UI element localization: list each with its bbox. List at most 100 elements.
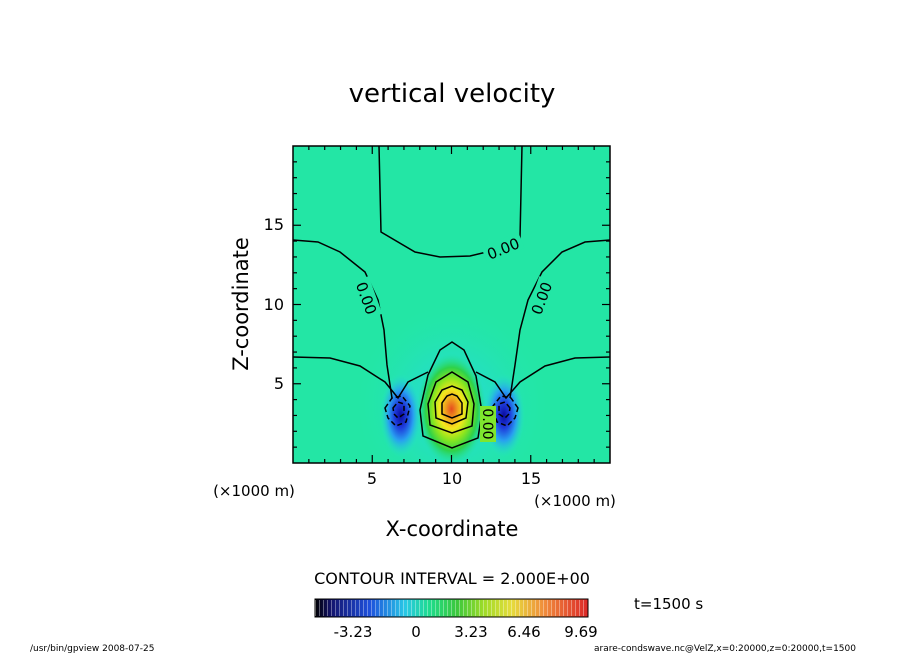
footer-left: /usr/bin/gpview 2008-07-25 (30, 644, 154, 654)
colorbar-tick-label: 9.69 (564, 623, 597, 641)
updraft-contour-4 (441, 393, 463, 419)
updraft-contour-3 (434, 385, 469, 425)
colorbar-stripe (371, 600, 372, 616)
x-tick-label: 5 (367, 469, 377, 488)
colorbar-stripe (383, 600, 384, 616)
colorbar-stripe (431, 600, 432, 616)
colorbar-stripe (359, 600, 360, 616)
colorbar-stripe (567, 600, 568, 616)
colorbar-stripe (483, 600, 484, 616)
colorbar-stripe (451, 600, 452, 616)
colorbar-stripe (563, 600, 564, 616)
zero-contour-lower-right (475, 356, 610, 400)
colorbar-stripe (443, 600, 444, 616)
colorbar-stripe (439, 600, 440, 616)
colorbar-stripe (435, 600, 436, 616)
right-downdraft-contour-2 (498, 401, 511, 419)
colorbar-stripe (531, 600, 532, 616)
colorbar-stripe (491, 600, 492, 616)
colorbar-tick-label: 6.46 (507, 623, 540, 641)
colorbar-stripe (355, 600, 356, 616)
colorbar-stripe (379, 600, 380, 616)
colorbar-stripe (319, 600, 320, 616)
x-tick-label: 15 (521, 469, 541, 488)
y-axis-label: Z-coordinate (229, 237, 253, 371)
colorbar-stripe (347, 600, 348, 616)
colorbar-stripe (327, 600, 328, 616)
colorbar-stripe (403, 600, 404, 616)
colorbar-tick-label: 3.23 (454, 623, 487, 641)
colorbar-stripe (515, 600, 516, 616)
colorbar-stripe (467, 600, 468, 616)
colorbar-stripe (447, 600, 448, 616)
y-tick-label: 10 (264, 295, 284, 314)
colorbar-stripe (519, 600, 520, 616)
colorbar-tick-label: -3.23 (334, 623, 373, 641)
colorbar-stripe (463, 600, 464, 616)
colorbar-stripe (571, 600, 572, 616)
colorbar-stripe (343, 600, 344, 616)
colorbar-stripe (423, 600, 424, 616)
x-axis-label: X-coordinate (386, 517, 519, 541)
colorbar-stripe (583, 600, 584, 616)
colorbar-stripe (487, 600, 488, 616)
colorbar-stripe (427, 600, 428, 616)
colorbar-stripe (375, 600, 376, 616)
colorbar-stripe (479, 600, 480, 616)
colorbar-stripe (387, 600, 388, 616)
colorbar-stripe (543, 600, 544, 616)
colorbar-stripe (551, 600, 552, 616)
colorbar-stripe (351, 600, 352, 616)
y-unit-label: (×1000 m) (213, 482, 295, 500)
colorbar-stripe (323, 600, 324, 616)
colorbar-stripe (527, 600, 528, 616)
colorbar-stripe (471, 600, 472, 616)
colorbar-stripe (499, 600, 500, 616)
colorbar-stripe (399, 600, 400, 616)
y-tick-label: 15 (264, 215, 284, 234)
colorbar-stripe (475, 600, 476, 616)
colorbar-stripe (395, 600, 396, 616)
colorbar-stripe (459, 600, 460, 616)
colorbar-stripe (535, 600, 536, 616)
colorbar-stripe (455, 600, 456, 616)
colorbar-stripe (579, 600, 580, 616)
y-tick-label: 5 (274, 374, 284, 393)
zero-contour-lower-left (293, 356, 429, 400)
contour-label: 0.00 (479, 408, 495, 439)
colorbar-stripe (315, 600, 316, 616)
colorbar (314, 598, 589, 618)
colorbar-stripe (555, 600, 556, 616)
colorbar-stripe (363, 600, 364, 616)
colorbar-tick-label: 0 (411, 623, 421, 641)
colorbar-stripe (511, 600, 512, 616)
updraft-contour-2 (427, 371, 475, 434)
colorbar-stripe (419, 600, 420, 616)
x-tick-label: 10 (442, 469, 462, 488)
colorbar-stripe (523, 600, 524, 616)
colorbar-stripe (495, 600, 496, 616)
colorbar-stripe (503, 600, 504, 616)
colorbar-stripe (335, 600, 336, 616)
x-unit-label: (×1000 m) (534, 492, 616, 510)
colorbar-stripe (539, 600, 540, 616)
colorbar-stripe (507, 600, 508, 616)
time-label: t=1500 s (634, 595, 703, 613)
colorbar-stripe (411, 600, 412, 616)
updraft-region (416, 353, 487, 463)
zero-contour-right (509, 239, 610, 399)
chart-title: vertical velocity (349, 79, 556, 109)
colorbar-stripe (547, 600, 548, 616)
colorbar-stripe (331, 600, 332, 616)
colorbar-stripe (367, 600, 368, 616)
colorbar-stripe (339, 600, 340, 616)
colorbar-stripe (559, 600, 560, 616)
contour-interval-label: CONTOUR INTERVAL = 2.000E+00 (314, 569, 590, 588)
colorbar-stripe (415, 600, 416, 616)
left-downdraft-contour-2 (392, 401, 405, 419)
updraft-contour-1 (419, 341, 483, 449)
colorbar-stripe (407, 600, 408, 616)
colorbar-stripe (575, 600, 576, 616)
footer-right: arare-condswave.nc@VelZ,x=0:20000,z=0:20… (594, 644, 856, 654)
